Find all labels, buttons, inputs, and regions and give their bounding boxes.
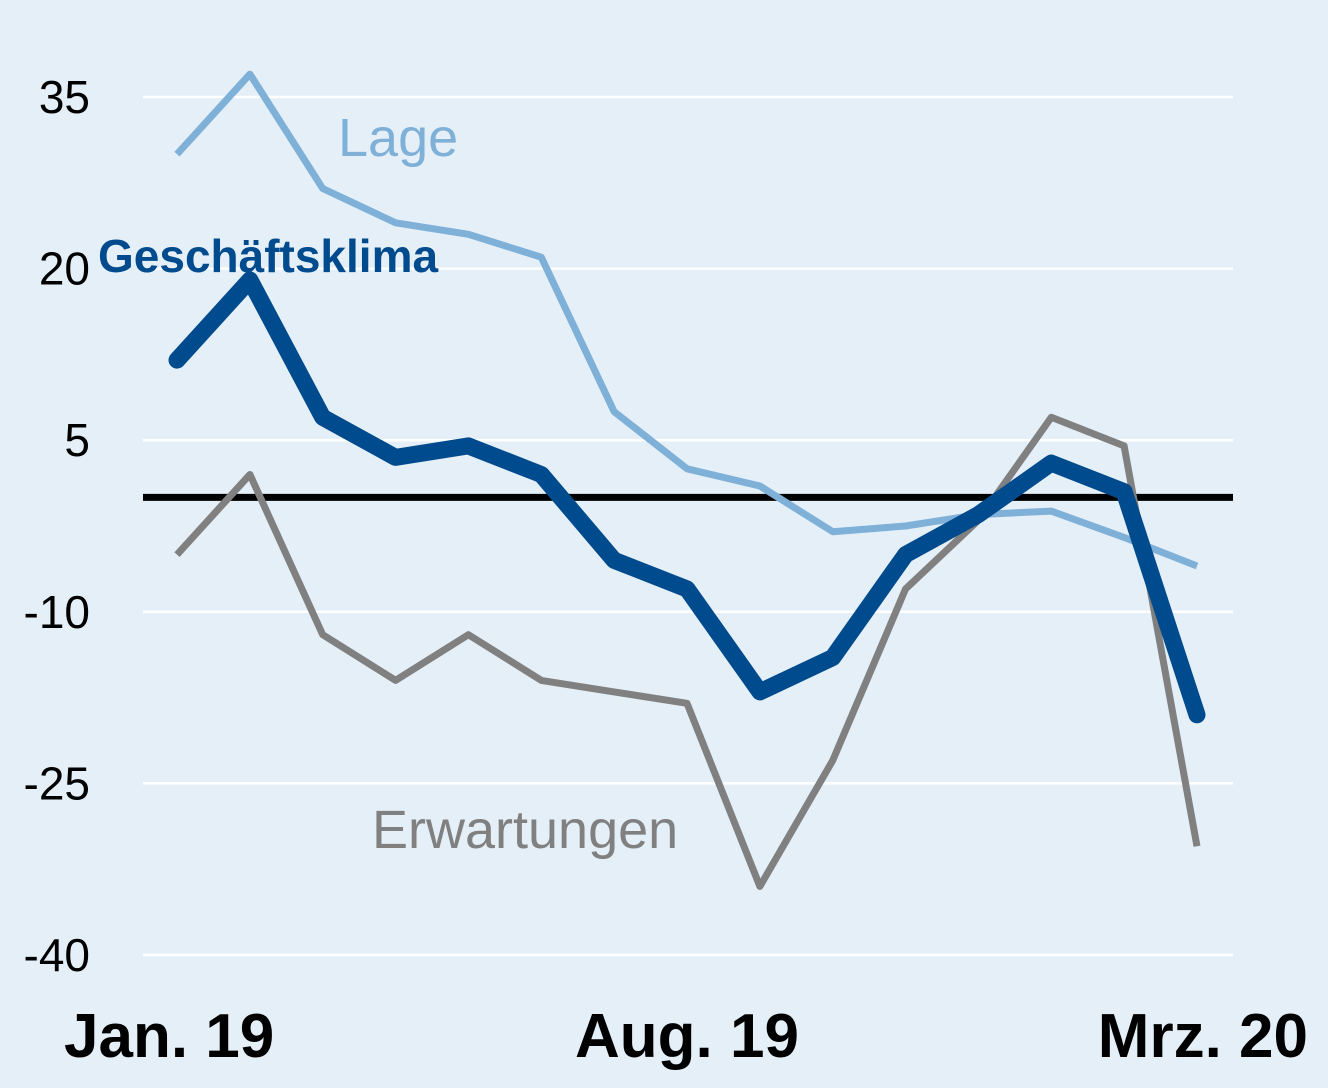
series-labels: Lage Geschäftsklima Erwartungen [98, 108, 678, 860]
x-tick-label-1: Aug. 19 [575, 1002, 799, 1071]
y-tick-label-3: -10 [24, 586, 90, 638]
x-tick-label-0: Jan. 19 [64, 1002, 274, 1071]
y-tick-label-1: 20 [39, 243, 90, 295]
y-tick-label-5: -40 [24, 929, 90, 981]
series-lines [168, 70, 1206, 890]
y-tick-label-0: 35 [39, 71, 90, 123]
x-axis-ticks: Jan. 19 Aug. 19 Mrz. 20 [64, 1002, 1308, 1071]
y-tick-label-4: -25 [24, 757, 90, 809]
y-axis-ticks: 35 20 5 -10 -25 -40 [24, 71, 90, 981]
y-tick-label-2: 5 [64, 414, 90, 466]
series-label-geschaeftsklima: Geschäftsklima [98, 230, 438, 282]
x-tick-label-2: Mrz. 20 [1098, 1002, 1308, 1071]
series-label-lage: Lage [338, 108, 458, 168]
gridlines [143, 95, 1233, 957]
series-label-erwartungen: Erwartungen [372, 800, 678, 860]
